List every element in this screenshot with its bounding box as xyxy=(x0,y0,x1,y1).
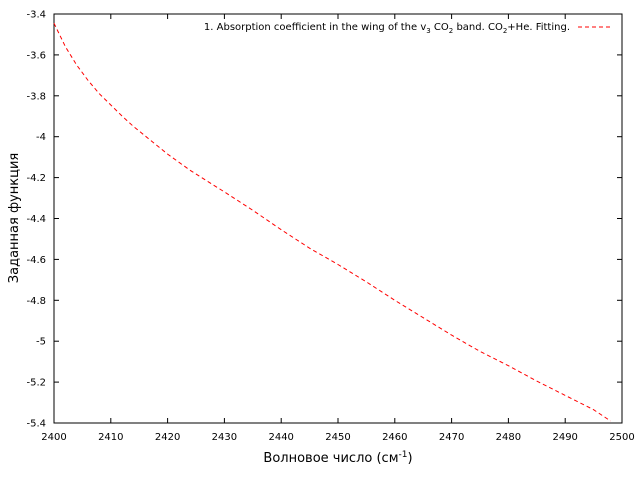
x-tick-label: 2450 xyxy=(325,432,350,443)
y-tick-label: -4.6 xyxy=(26,255,46,266)
x-tick-label: 2460 xyxy=(382,432,407,443)
legend-text-part: +He. Fitting. xyxy=(507,22,570,33)
legend-text-part: 3 xyxy=(426,27,430,35)
x-axis-title-sup: -1 xyxy=(399,450,408,460)
x-tick-label: 2490 xyxy=(552,432,577,443)
x-tick-label: 2400 xyxy=(41,432,66,443)
y-tick-label: -5.2 xyxy=(26,378,46,389)
legend-text-part: band. CO xyxy=(453,22,503,33)
y-tick-label: -4 xyxy=(36,132,46,143)
y-tick-label: -4.2 xyxy=(26,173,46,184)
legend-text-part: 2 xyxy=(503,27,507,35)
y-tick-label: -4.4 xyxy=(26,214,46,225)
x-tick-label: 2410 xyxy=(98,432,123,443)
legend-label: 1. Absorption coefficient in the wing of… xyxy=(204,22,570,35)
y-tick-label: -5.4 xyxy=(26,419,46,430)
series-line-1 xyxy=(53,22,611,422)
x-axis: 2400 2410 2420 2430 2440 2450 2460 2470 2480 2490… xyxy=(41,14,635,443)
legend-text-part: 2 xyxy=(449,27,453,35)
plot-frame xyxy=(53,13,623,424)
y-tick-label: -3.4 xyxy=(26,10,46,21)
y-tick-label: -5 xyxy=(36,337,46,348)
y-tick-label: -4.8 xyxy=(26,296,46,307)
x-tick-label: 2480 xyxy=(496,432,521,443)
x-axis-title-suffix: ) xyxy=(407,451,412,466)
y-axis: -3.4 -3.6 -3.8 -4 -4.2 -4.4 -4.6 -4.8 -5 -5.2 -5.4 xyxy=(26,10,622,430)
legend-text-part: CO xyxy=(431,22,449,33)
x-tick-label: 2420 xyxy=(155,432,180,443)
y-tick-label: -3.8 xyxy=(26,91,46,102)
legend-text-part: 1. Absorption coefficient in the wing of… xyxy=(204,22,426,33)
x-tick-label: 2470 xyxy=(439,432,464,443)
x-tick-label: 2440 xyxy=(268,432,293,443)
y-axis-title: Заданная функция xyxy=(7,153,22,283)
legend: 1. Absorption coefficient in the wing of… xyxy=(204,22,610,35)
x-axis-title-text: Волновое число (см xyxy=(263,451,398,466)
y-tick-label: -3.6 xyxy=(26,50,46,61)
x-axis-title: Волновое число (см-1) xyxy=(263,450,412,466)
x-tick-label: 2430 xyxy=(212,432,237,443)
series-layer xyxy=(53,22,611,422)
x-tick-label: 2500 xyxy=(609,432,634,443)
